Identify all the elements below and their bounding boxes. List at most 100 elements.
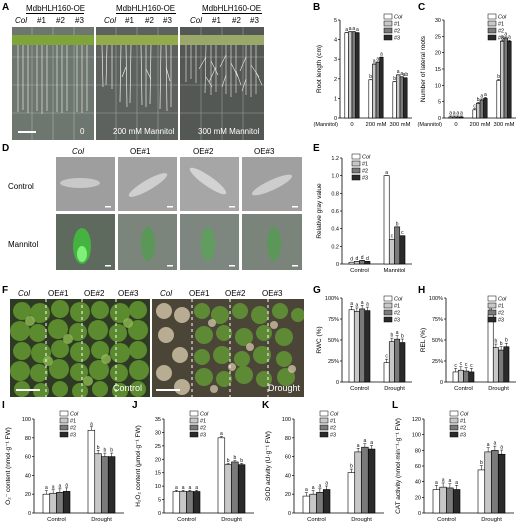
y-tick-label: 100% — [325, 296, 339, 302]
y-axis-label: H₂O₂ content (μmol·g⁻¹ FW) — [135, 425, 142, 507]
y-tick-label: 30 — [155, 430, 161, 436]
significance-letter: c — [385, 354, 388, 360]
significance-letter: a — [175, 485, 178, 491]
y-tick-label: 15 — [435, 67, 441, 73]
significance-letter: a — [350, 301, 353, 307]
bar-j-drought-s2 — [231, 461, 239, 514]
legend-swatch — [351, 153, 361, 160]
bar-i-control-s2 — [56, 492, 64, 514]
bar-j-drought-col — [217, 437, 226, 514]
y-tick-label: 0 — [158, 511, 161, 517]
panel-a-line-3-2: #3 — [163, 16, 172, 25]
y-tick-label: 1.0 — [331, 174, 339, 180]
legend-label: #2 — [394, 29, 400, 35]
x-tick-label: Control — [47, 517, 66, 523]
x-tick-label: 0 — [454, 122, 457, 128]
x-tick-label: Drought — [221, 517, 242, 523]
x-tick-label: 300 mM — [390, 122, 411, 128]
significance-letter: b — [396, 221, 399, 227]
legend-swatch — [351, 174, 361, 181]
legend-swatch — [59, 410, 69, 417]
legend-swatch — [189, 424, 199, 431]
legend-label: #1 — [200, 419, 206, 425]
y-tick-label: 5 — [438, 100, 441, 106]
x-tick-label: Drought — [384, 386, 405, 392]
y-tick-label: 40 — [415, 480, 421, 486]
legend-label: #2 — [200, 426, 206, 432]
bar-c-0-s1 — [452, 116, 457, 119]
legend-swatch — [383, 27, 393, 34]
y-tick-label: 80 — [285, 436, 291, 442]
y-tick-label: 20 — [285, 492, 291, 498]
bar-c-0-col — [448, 116, 453, 119]
bar-b-300-mm-s3 — [403, 77, 408, 119]
bar-h-drought-col — [487, 314, 494, 383]
significance-letter: a — [90, 421, 93, 427]
y-axis-label: O₂⁻ content (nmol·g⁻¹ FW) — [5, 427, 12, 505]
legend-label: #3 — [394, 36, 400, 42]
legend-swatch — [383, 13, 393, 20]
bar-h-drought-s3 — [503, 346, 510, 383]
panel-a-line-2-2: #2 — [145, 16, 154, 25]
bar-h-control-s2 — [463, 370, 470, 383]
y-tick-label: 3 — [334, 57, 337, 63]
y-axis-label: CAT activity (nmol·min⁻¹·g⁻¹ FW) — [395, 418, 402, 514]
legend-label: Col — [70, 412, 79, 418]
bar-b-200-mm-s3 — [379, 56, 384, 119]
panel-f-label-oe3-right: OE#3 — [262, 289, 283, 298]
significance-letter: b — [401, 334, 404, 340]
significance-letter: a — [370, 440, 373, 446]
legend-label: #3 — [460, 433, 466, 439]
panel-letter-b: B — [313, 2, 321, 13]
significance-letter: a — [453, 110, 456, 116]
legend-label: Col — [498, 15, 507, 21]
panel-a-line-3-1: #3 — [75, 16, 84, 25]
y-tick-label: 25 — [435, 34, 441, 40]
panel-letter-e: E — [313, 143, 320, 154]
x-tick-label: Drought — [488, 386, 509, 392]
legend-swatch — [351, 167, 361, 174]
x-tick-label: 300 mM — [494, 122, 515, 128]
significance-letter: a — [355, 302, 358, 308]
bar-c-200-mm-s1 — [476, 103, 481, 119]
bar-b-0-s1 — [348, 31, 353, 119]
legend-swatch — [487, 34, 497, 41]
significance-letter: b — [227, 458, 230, 464]
bar-c-200-mm-col — [472, 109, 477, 119]
y-tick-label: 40 — [285, 473, 291, 479]
y-tick-label: 1.2 — [331, 156, 339, 162]
x-tick-label: Control — [350, 386, 369, 392]
significance-letter: a — [65, 482, 68, 488]
legend-swatch — [319, 431, 329, 438]
y-tick-label: 15 — [155, 471, 161, 477]
panel-a-header-3: MdbHLH160-OE — [202, 4, 262, 13]
legend-swatch — [449, 417, 459, 424]
y-tick-label: 0 — [334, 116, 337, 122]
panel-a-line-1-2: #1 — [125, 16, 134, 25]
y-tick-label: 0.8 — [331, 191, 339, 197]
bar-b-200-mm-s2 — [375, 61, 380, 119]
significance-letter: a — [45, 485, 48, 491]
y-tick-label: 60 — [25, 455, 31, 461]
bar-e-control-s2 — [359, 260, 366, 265]
significance-letter: a — [449, 110, 452, 116]
x-tick-label: Control — [177, 517, 196, 523]
significance-letter: a — [195, 485, 198, 491]
bar-i-control-s3 — [62, 491, 71, 514]
bar-k-drought-s2 — [361, 446, 369, 514]
significance-letter: a — [500, 445, 503, 451]
significance-letter: c — [460, 361, 463, 367]
bar-c-0-s2 — [455, 116, 460, 119]
significance-letter: a — [493, 441, 496, 447]
panel-f-condition-drought: Drought — [268, 383, 301, 393]
legend-swatch — [487, 295, 497, 302]
y-tick-label: 100 — [22, 417, 31, 423]
legend-swatch — [319, 417, 329, 424]
x-tick-label: 0 — [350, 122, 353, 128]
panel-f-label-oe2-left: OE#2 — [84, 289, 105, 298]
legend-swatch — [59, 431, 69, 438]
